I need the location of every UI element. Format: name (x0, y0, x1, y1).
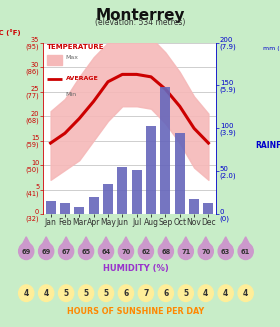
Text: Monterrey: Monterrey (95, 8, 185, 23)
Polygon shape (162, 237, 170, 246)
Text: 6: 6 (123, 289, 129, 298)
Polygon shape (102, 237, 110, 246)
Text: 67: 67 (62, 249, 71, 255)
Circle shape (19, 243, 34, 260)
Circle shape (59, 285, 74, 301)
Text: Min: Min (66, 92, 77, 96)
Text: 4: 4 (24, 289, 29, 298)
Text: 4: 4 (223, 289, 228, 298)
Text: 6: 6 (163, 289, 169, 298)
Text: 68: 68 (161, 249, 171, 255)
Circle shape (158, 243, 173, 260)
Circle shape (138, 243, 153, 260)
Bar (74, 207, 84, 214)
Bar (160, 87, 171, 214)
Text: 70: 70 (201, 249, 210, 255)
Circle shape (178, 285, 193, 301)
Circle shape (99, 285, 114, 301)
Text: AVERAGE: AVERAGE (66, 76, 99, 81)
Text: mm (in): mm (in) (263, 46, 280, 51)
Polygon shape (181, 237, 190, 246)
Text: 69: 69 (22, 249, 31, 255)
Text: 61: 61 (241, 249, 250, 255)
Bar (88, 197, 99, 214)
Text: HOURS OF SUNSHINE PER DAY: HOURS OF SUNSHINE PER DAY (67, 307, 205, 317)
Circle shape (78, 285, 94, 301)
Text: Max: Max (66, 56, 79, 60)
Circle shape (99, 243, 114, 260)
Polygon shape (122, 237, 130, 246)
Circle shape (238, 243, 253, 260)
Bar (46, 201, 56, 214)
Text: 64: 64 (101, 249, 111, 255)
Text: 65: 65 (81, 249, 91, 255)
Circle shape (238, 285, 253, 301)
Bar (189, 199, 199, 214)
Text: 4: 4 (44, 289, 49, 298)
Circle shape (78, 243, 94, 260)
Text: 62: 62 (141, 249, 151, 255)
FancyBboxPatch shape (47, 55, 62, 65)
Circle shape (198, 243, 213, 260)
Text: (elevation: 534 metres): (elevation: 534 metres) (95, 18, 185, 27)
Bar (103, 184, 113, 214)
Text: 4: 4 (243, 289, 248, 298)
Circle shape (39, 243, 54, 260)
Circle shape (138, 285, 153, 301)
Text: 7: 7 (143, 289, 149, 298)
Circle shape (118, 285, 134, 301)
Text: 63: 63 (221, 249, 230, 255)
Text: RAINFALL: RAINFALL (255, 141, 280, 150)
Circle shape (178, 243, 193, 260)
Text: TEMPERATURE: TEMPERATURE (47, 44, 104, 50)
Circle shape (218, 243, 233, 260)
Bar (117, 167, 127, 214)
Circle shape (158, 285, 173, 301)
Text: 5: 5 (183, 289, 188, 298)
Text: 70: 70 (121, 249, 130, 255)
Circle shape (218, 285, 233, 301)
Bar (146, 126, 156, 214)
Circle shape (39, 285, 54, 301)
Text: 5: 5 (83, 289, 89, 298)
Text: 71: 71 (181, 249, 190, 255)
Polygon shape (62, 237, 71, 246)
Circle shape (198, 285, 213, 301)
Text: 5: 5 (103, 289, 109, 298)
Polygon shape (241, 237, 250, 246)
Circle shape (118, 243, 134, 260)
Polygon shape (141, 237, 150, 246)
Bar (60, 203, 70, 214)
Polygon shape (221, 237, 230, 246)
Bar (175, 133, 185, 214)
Polygon shape (201, 237, 210, 246)
Polygon shape (42, 237, 51, 246)
Circle shape (59, 243, 74, 260)
Polygon shape (82, 237, 90, 246)
Text: 69: 69 (41, 249, 51, 255)
Polygon shape (22, 237, 31, 246)
Bar (132, 169, 142, 214)
Text: °C (°F): °C (°F) (0, 29, 21, 36)
Text: 5: 5 (64, 289, 69, 298)
Circle shape (19, 285, 34, 301)
Bar (203, 203, 213, 214)
Text: 4: 4 (203, 289, 208, 298)
Text: HUMIDITY (%): HUMIDITY (%) (103, 264, 169, 273)
